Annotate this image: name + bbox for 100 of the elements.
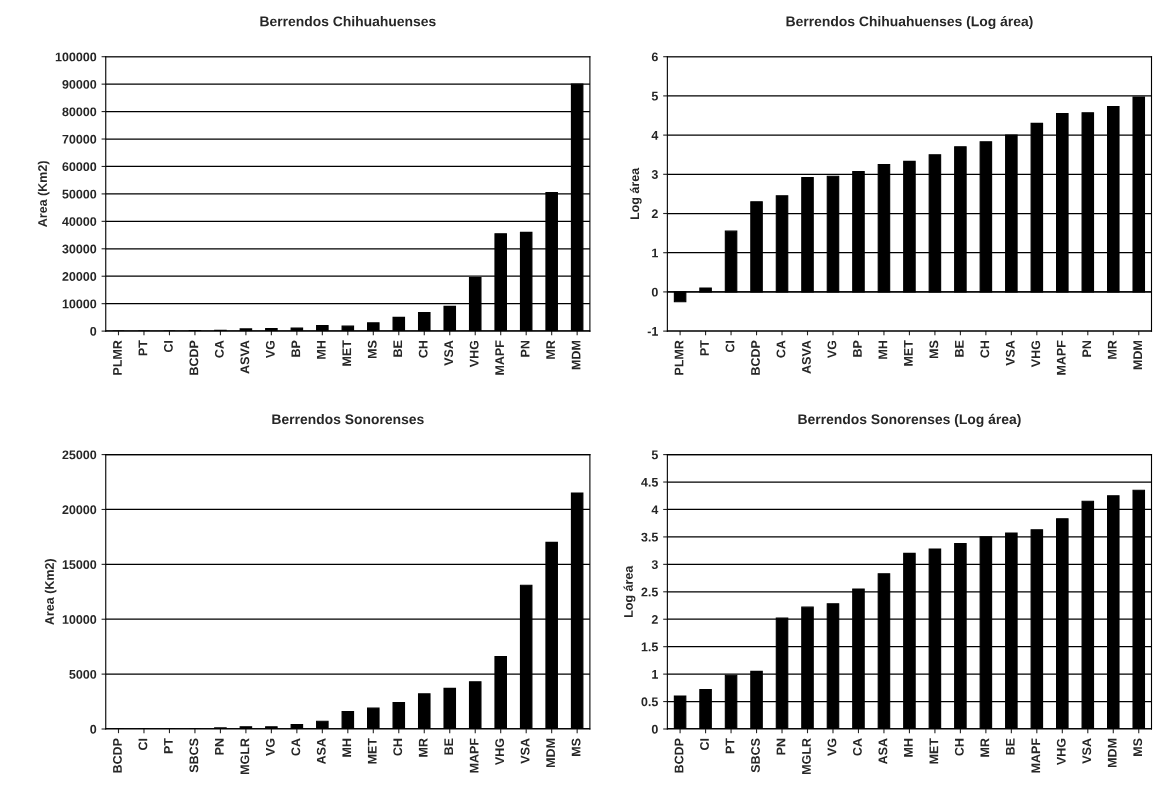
x-tick-label: MAPF bbox=[1031, 738, 1041, 773]
x-tick-label: MR bbox=[546, 340, 555, 359]
x-tick-label: BE bbox=[1005, 738, 1015, 755]
x-tick-label: PN bbox=[1082, 340, 1092, 357]
x-tick-label: PLMR bbox=[674, 340, 684, 375]
x-tick-label: BP bbox=[853, 340, 862, 357]
y-axis-title: Area (Km2) bbox=[37, 161, 50, 227]
y-tick-label: 0 bbox=[90, 724, 97, 734]
x-tick-label: MET bbox=[929, 738, 939, 764]
y-tick-label: 80000 bbox=[62, 107, 97, 117]
y-tick-label: 0 bbox=[651, 287, 658, 297]
x-tick-label: VG bbox=[827, 340, 837, 359]
x-tick-label: MDM bbox=[1107, 738, 1117, 768]
y-tick-label: 50000 bbox=[62, 189, 97, 199]
y-tick-label: 5000 bbox=[69, 669, 97, 679]
y-tick-label: 1 bbox=[652, 670, 658, 679]
x-tick-label: PN bbox=[776, 738, 786, 755]
y-tick-label: 60000 bbox=[62, 162, 97, 172]
x-tick-label: VSA bbox=[1082, 738, 1092, 764]
x-tick-label: CI bbox=[700, 738, 709, 751]
x-tick-label: VHG bbox=[495, 738, 505, 766]
y-tick-label: 40000 bbox=[62, 217, 97, 226]
x-tick-label: BCDP bbox=[189, 340, 199, 375]
x-tick-label: CI bbox=[138, 738, 148, 751]
x-tick-label: VG bbox=[265, 340, 275, 359]
x-tick-label: BE bbox=[955, 340, 964, 357]
chart-title: Berrendos Chihuahuenses bbox=[260, 16, 436, 27]
chart-title: Berrendos Sonorenses (Log área) bbox=[798, 413, 1021, 427]
y-tick-label: 6 bbox=[651, 52, 658, 62]
y-tick-label: 2 bbox=[651, 615, 658, 624]
y-tick-label: 0 bbox=[90, 326, 97, 336]
x-tick-label: MDM bbox=[571, 340, 581, 370]
x-tick-label: CH bbox=[954, 738, 964, 756]
x-tick-label: MS bbox=[929, 340, 939, 359]
x-tick-label: MAPF bbox=[469, 738, 479, 773]
x-tick-label: CA bbox=[852, 738, 862, 756]
x-tick-label: ASVA bbox=[240, 340, 250, 374]
x-tick-label: PT bbox=[138, 340, 148, 356]
x-tick-label: MR bbox=[418, 738, 428, 757]
y-axis-title: Log área bbox=[629, 167, 642, 220]
chart-title: Berrendos Chihuahuenses (Log área) bbox=[786, 15, 1033, 30]
x-tick-label: MH bbox=[904, 738, 913, 757]
x-tick-label: MAPF bbox=[1056, 340, 1066, 375]
y-tick-label: 4 bbox=[651, 505, 659, 514]
y-tick-label: 3.5 bbox=[641, 532, 658, 542]
x-tick-label: MAPF bbox=[495, 340, 504, 375]
y-tick-label: -1 bbox=[647, 327, 658, 336]
y-tick-label: 4 bbox=[651, 131, 659, 140]
x-tick-label: BP bbox=[291, 340, 301, 357]
x-tick-label: MET bbox=[342, 340, 352, 366]
y-tick-label: 90000 bbox=[62, 79, 97, 89]
x-tick-label: MS bbox=[571, 738, 581, 756]
x-tick-label: MET bbox=[367, 738, 377, 764]
x-tick-label: PT bbox=[700, 340, 709, 356]
x-tick-label: CA bbox=[291, 738, 301, 756]
x-tick-label: ASA bbox=[878, 738, 888, 765]
y-tick-label: 20000 bbox=[62, 272, 97, 281]
x-tick-label: PN bbox=[215, 738, 224, 755]
y-tick-label: 1.5 bbox=[641, 642, 658, 652]
x-tick-label: CH bbox=[393, 738, 403, 756]
y-tick-label: 10000 bbox=[62, 299, 97, 309]
x-tick-label: BCDP bbox=[674, 738, 684, 773]
x-tick-label: PT bbox=[164, 738, 173, 754]
y-axis-title: Log área bbox=[623, 565, 636, 618]
x-tick-label: MS bbox=[367, 340, 377, 359]
y-tick-label: 2.5 bbox=[641, 587, 658, 597]
y-tick-label: 25000 bbox=[62, 450, 97, 460]
y-tick-label: 1 bbox=[652, 248, 658, 258]
x-tick-label: SBCS bbox=[751, 738, 760, 773]
x-tick-label: CH bbox=[418, 340, 428, 358]
x-tick-label: MH bbox=[342, 738, 352, 757]
y-tick-label: 3 bbox=[651, 560, 658, 570]
y-tick-label: 3 bbox=[651, 170, 658, 179]
x-tick-label: PN bbox=[520, 340, 530, 357]
y-tick-label: 100000 bbox=[55, 52, 97, 62]
x-tick-label: BE bbox=[393, 340, 403, 357]
x-tick-label: BE bbox=[444, 738, 453, 755]
x-tick-label: PLMR bbox=[113, 340, 122, 375]
x-tick-label: VG bbox=[827, 738, 837, 756]
x-tick-label: MS bbox=[1133, 738, 1143, 756]
x-tick-label: PT bbox=[725, 738, 735, 754]
y-tick-label: 0 bbox=[651, 724, 658, 734]
y-tick-label: 5 bbox=[651, 91, 658, 101]
x-tick-label: VHG bbox=[1031, 340, 1041, 368]
y-tick-label: 5 bbox=[651, 450, 658, 460]
y-tick-label: 20000 bbox=[62, 505, 97, 515]
y-tick-label: 10000 bbox=[62, 615, 97, 624]
x-tick-label: MH bbox=[316, 340, 326, 359]
x-tick-label: ASVA bbox=[802, 340, 811, 374]
x-tick-label: MR bbox=[1107, 340, 1117, 359]
x-tick-label: CI bbox=[163, 340, 173, 353]
x-tick-label: MGLR bbox=[240, 738, 250, 774]
x-tick-label: CH bbox=[980, 340, 990, 358]
x-tick-label: VG bbox=[265, 738, 275, 756]
y-tick-label: 70000 bbox=[62, 134, 97, 144]
y-axis-title: Area (Km2) bbox=[44, 559, 57, 625]
y-tick-label: 15000 bbox=[62, 560, 97, 570]
x-tick-label: MDM bbox=[1133, 340, 1142, 370]
x-tick-label: VSA bbox=[520, 738, 530, 764]
x-tick-label: ASA bbox=[316, 738, 326, 765]
